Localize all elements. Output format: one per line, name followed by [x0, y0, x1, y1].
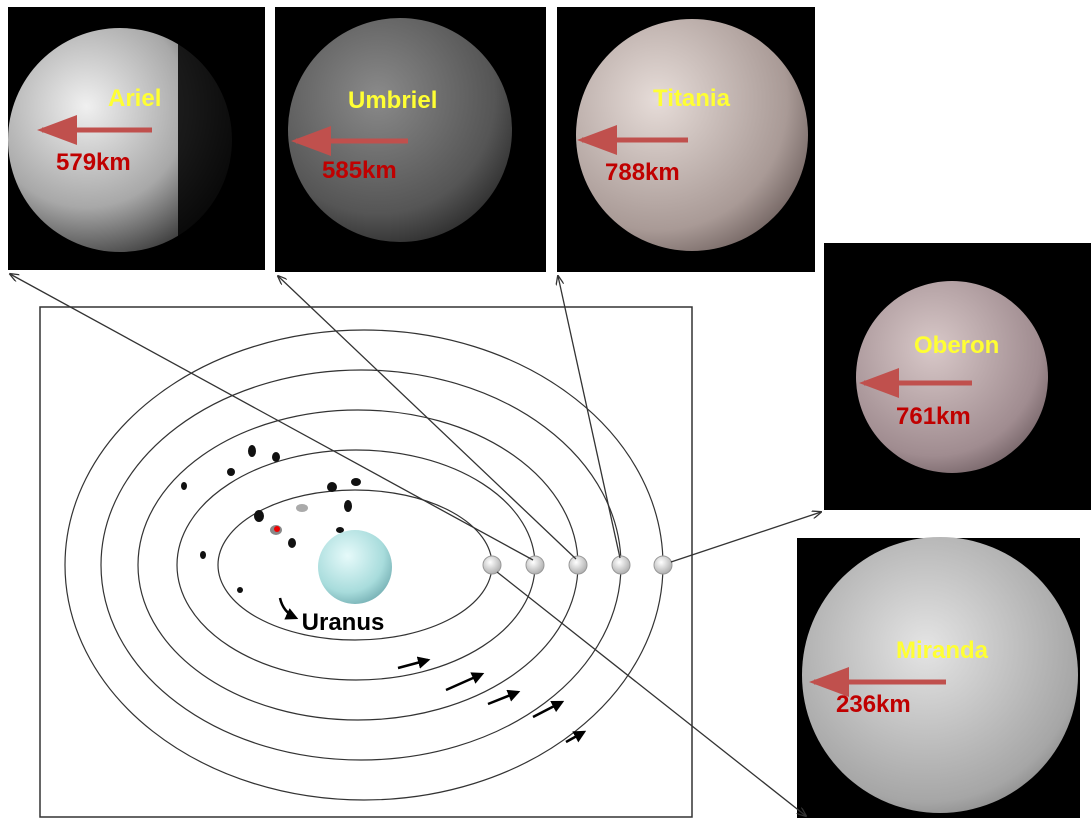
moon-name: Ariel — [108, 85, 161, 112]
moon-panel: Titania 788km — [557, 7, 815, 272]
planet-label: Uranus — [302, 609, 385, 636]
moon-name: Oberon — [914, 332, 999, 359]
orbit-direction — [278, 597, 587, 744]
moon-panel: Umbriel 585km — [275, 7, 546, 272]
moon-radius: 761km — [896, 403, 971, 430]
moon-radius: 236km — [836, 691, 911, 718]
planet — [318, 530, 392, 604]
moon-panel: Ariel 579km — [8, 7, 265, 270]
moon-name: Umbriel — [348, 87, 437, 114]
moon-panel: Miranda 236km — [797, 537, 1080, 818]
moon-radius: 585km — [322, 157, 397, 184]
moon-radius: 788km — [605, 159, 680, 186]
moon-name: Titania — [653, 85, 731, 112]
connector-arrows — [10, 274, 821, 816]
moon-name: Miranda — [896, 637, 989, 664]
moon-markers — [482, 555, 673, 575]
debris — [181, 445, 361, 593]
moon-panel: Oberon 761km — [824, 243, 1091, 510]
moon-radius: 579km — [56, 149, 131, 176]
